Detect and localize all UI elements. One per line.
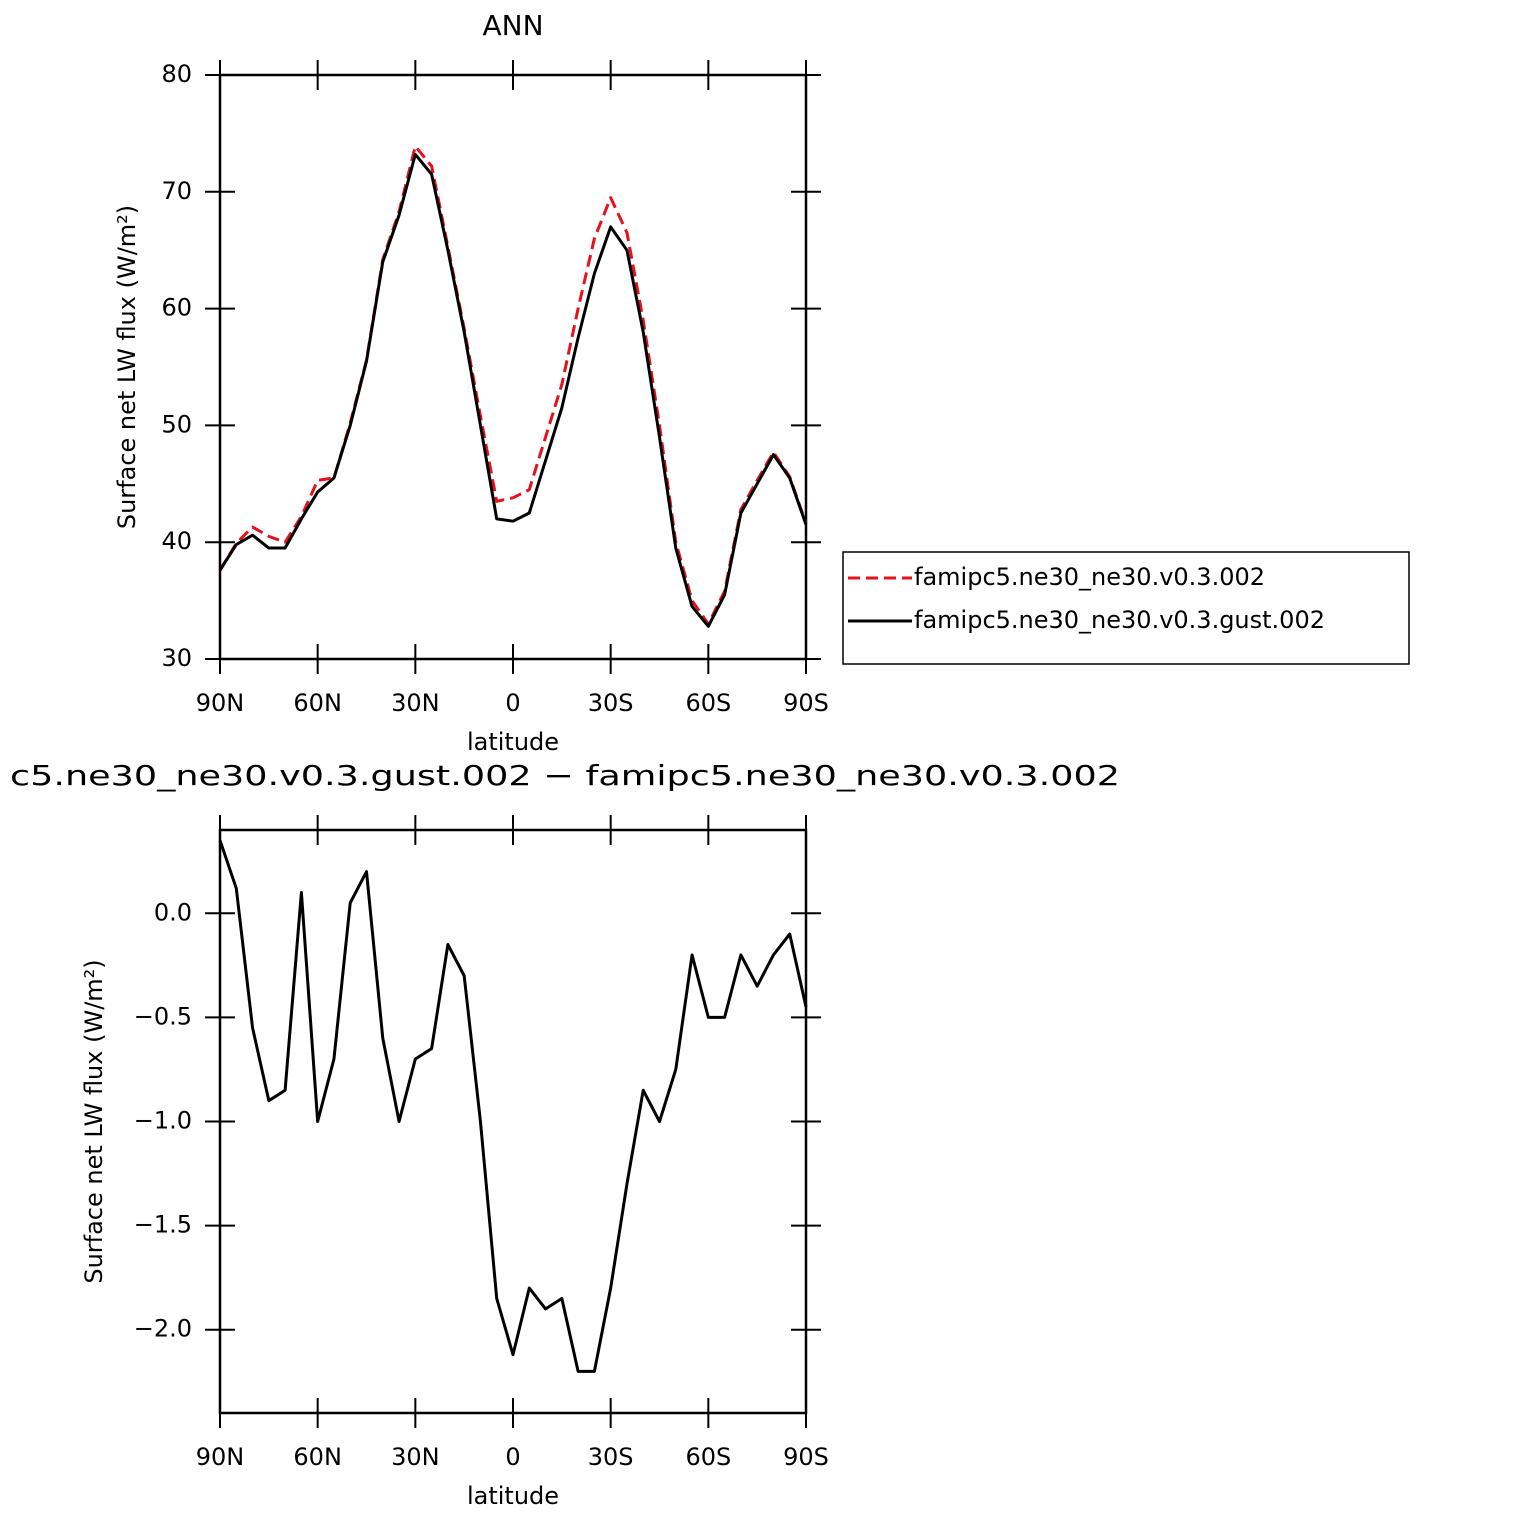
x-tick-label: 0 [505, 1443, 520, 1471]
y-tick-label: 50 [161, 410, 192, 438]
x-axis-label: latitude [467, 728, 559, 756]
x-tick-label: 60S [685, 689, 731, 717]
legend-label: famipc5.ne30_ne30.v0.3.gust.002 [914, 606, 1325, 634]
y-tick-label: −0.5 [134, 1002, 192, 1030]
y-tick-label: 70 [161, 177, 192, 205]
legend-box [842, 551, 1410, 665]
chart-title: ANN [482, 9, 543, 42]
x-tick-label: 90S [783, 689, 829, 717]
x-tick-label: 60N [293, 689, 342, 717]
x-tick-label: 60N [293, 1443, 342, 1471]
x-tick-label: 30N [391, 689, 440, 717]
x-tick-label: 30S [588, 1443, 634, 1471]
data-line [218, 144, 808, 626]
x-tick-label: 90S [783, 1443, 829, 1471]
y-tick-label: 0.0 [154, 898, 192, 926]
y-tick-label: −2.0 [134, 1315, 192, 1343]
y-axis-label: Surface net LW flux (W/m²) [80, 959, 108, 1283]
x-tick-label: 0 [505, 689, 520, 717]
plot-frame [218, 73, 808, 661]
data-line [218, 152, 808, 628]
plot-frame [218, 828, 808, 1415]
y-tick-label: 30 [161, 644, 192, 672]
x-tick-label: 30S [588, 689, 634, 717]
chart-title: c5.ne30_ne30.v0.3.gust.002 − famipc5.ne3… [10, 759, 1120, 792]
x-tick-label: 30N [391, 1443, 440, 1471]
y-tick-label: 80 [161, 60, 192, 88]
y-tick-label: −1.5 [134, 1211, 192, 1239]
x-tick-label: 90N [196, 1443, 245, 1471]
legend-label: famipc5.ne30_ne30.v0.3.002 [914, 563, 1265, 591]
x-tick-label: 60S [685, 1443, 731, 1471]
x-axis-label: latitude [467, 1482, 559, 1510]
x-tick-label: 90N [196, 689, 245, 717]
y-tick-label: 60 [161, 294, 192, 322]
y-tick-label: −1.0 [134, 1107, 192, 1135]
y-tick-label: 40 [161, 527, 192, 555]
data-line [218, 839, 808, 1373]
y-axis-label: Surface net LW flux (W/m²) [113, 205, 141, 529]
